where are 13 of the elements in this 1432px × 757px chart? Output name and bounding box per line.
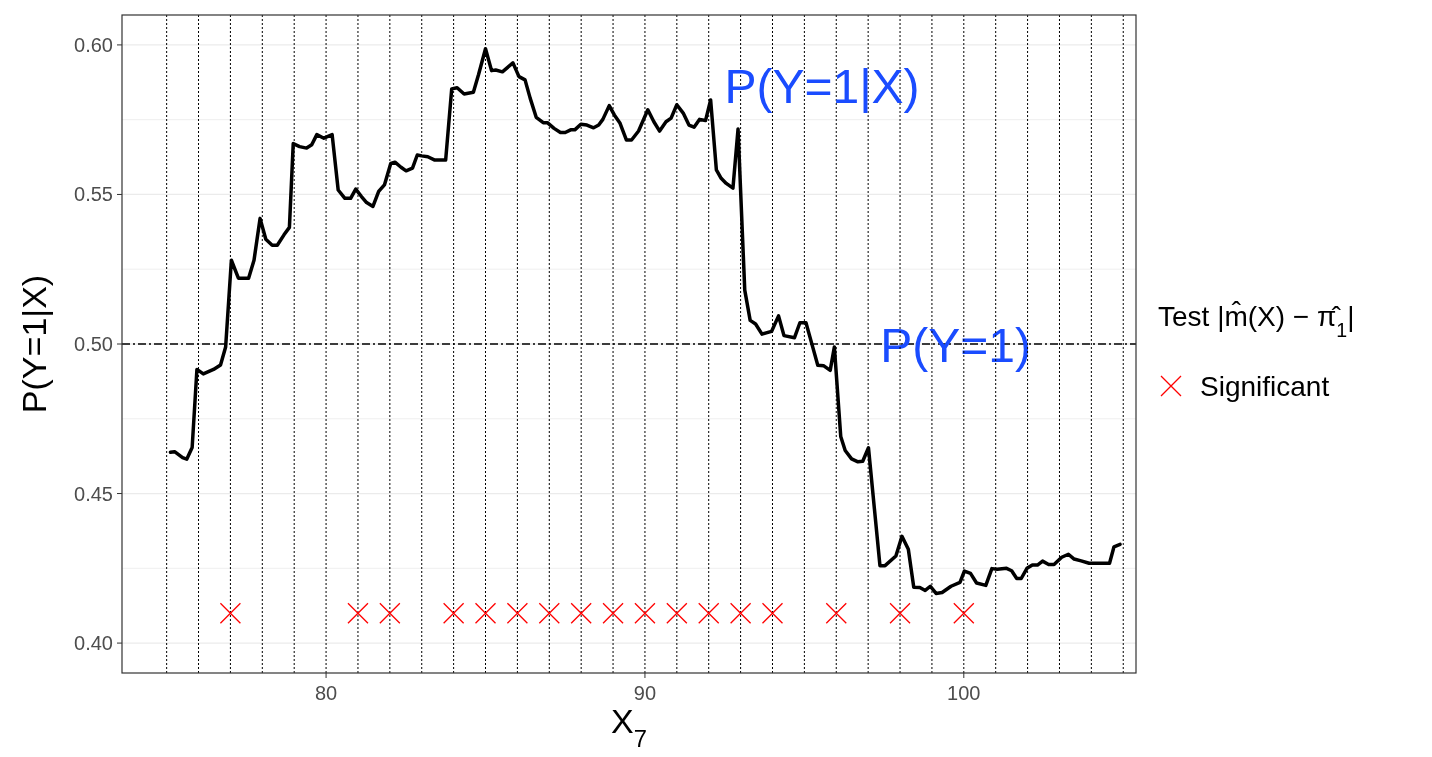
x-axis-title: X$_{7}$ — [611, 702, 647, 752]
x-tick-label: 100 — [947, 682, 981, 704]
y-tick-label: 0.40 — [74, 632, 113, 655]
y-tick-label: 0.50 — [74, 333, 113, 355]
x-tick-label: 80 — [314, 682, 338, 704]
y-tick-label: 0.45 — [74, 482, 113, 505]
y-axis-title: P(Y=1|X) — [15, 274, 53, 414]
annotation: P(Y=1|X) — [724, 60, 920, 113]
legend-title: Test |m̂(X) − π̂$_{1}$| — [1158, 301, 1355, 341]
legend-label: Significant — [1200, 370, 1330, 402]
x-tick-label: 90 — [633, 682, 657, 704]
y-tick-label: 0.55 — [74, 183, 113, 206]
y-tick-label: 0.60 — [74, 33, 113, 56]
